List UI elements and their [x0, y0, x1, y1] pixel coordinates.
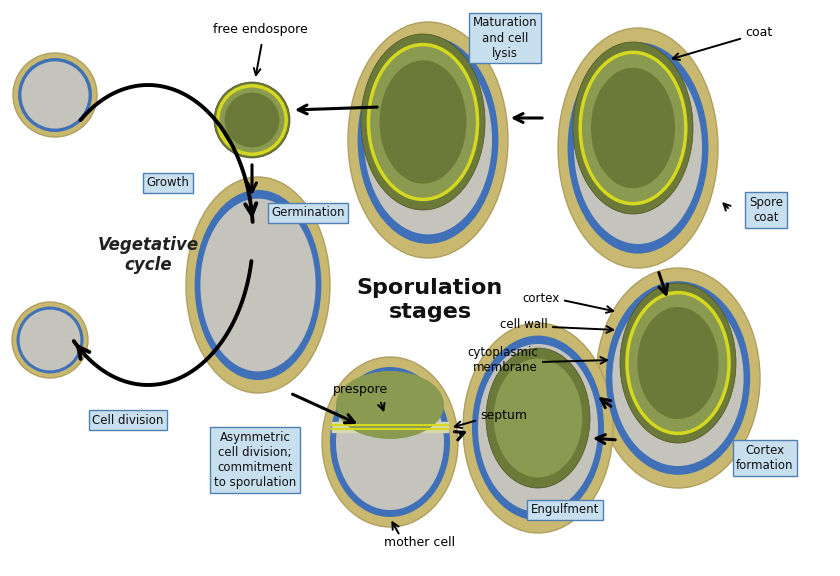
- Ellipse shape: [13, 53, 97, 137]
- Ellipse shape: [218, 86, 286, 154]
- Ellipse shape: [558, 28, 718, 268]
- Ellipse shape: [19, 310, 81, 370]
- Text: Cortex
formation: Cortex formation: [736, 444, 794, 472]
- Text: Spore
coat: Spore coat: [749, 196, 783, 224]
- Text: Cell division: Cell division: [92, 414, 164, 426]
- Ellipse shape: [21, 62, 88, 128]
- Ellipse shape: [486, 348, 590, 488]
- Ellipse shape: [380, 60, 466, 184]
- Ellipse shape: [596, 268, 760, 488]
- Ellipse shape: [463, 323, 613, 533]
- Text: Maturation
and cell
lysis: Maturation and cell lysis: [473, 17, 538, 59]
- Text: Sporulation
stages: Sporulation stages: [357, 278, 503, 321]
- Ellipse shape: [574, 52, 702, 244]
- Ellipse shape: [478, 344, 598, 512]
- Ellipse shape: [17, 306, 83, 373]
- Text: Vegetative
cycle: Vegetative cycle: [97, 236, 198, 274]
- Text: Asymmetric
cell division;
commitment
to sporulation: Asymmetric cell division; commitment to …: [214, 431, 297, 489]
- Ellipse shape: [494, 358, 582, 478]
- Ellipse shape: [201, 199, 316, 372]
- Ellipse shape: [336, 371, 444, 439]
- Text: prespore: prespore: [333, 384, 387, 396]
- Ellipse shape: [214, 82, 290, 158]
- Text: coat: coat: [745, 25, 772, 39]
- Text: free endospore: free endospore: [213, 24, 307, 36]
- Ellipse shape: [568, 43, 708, 253]
- Ellipse shape: [12, 302, 88, 378]
- Ellipse shape: [606, 281, 750, 475]
- Text: cytoplasmic
membrane: cytoplasmic membrane: [467, 346, 538, 374]
- Text: Growth: Growth: [146, 176, 190, 190]
- Ellipse shape: [330, 367, 450, 517]
- Ellipse shape: [580, 52, 685, 204]
- Ellipse shape: [358, 36, 498, 244]
- Ellipse shape: [472, 336, 604, 520]
- Ellipse shape: [195, 190, 322, 380]
- Ellipse shape: [361, 34, 485, 210]
- Ellipse shape: [620, 283, 736, 443]
- Ellipse shape: [348, 22, 508, 258]
- Ellipse shape: [18, 58, 92, 132]
- Text: cell wall: cell wall: [501, 319, 548, 332]
- Ellipse shape: [322, 357, 458, 527]
- Ellipse shape: [336, 374, 444, 510]
- Text: mother cell: mother cell: [385, 536, 455, 550]
- Ellipse shape: [186, 177, 330, 393]
- Ellipse shape: [627, 293, 729, 433]
- Text: septum: septum: [480, 408, 527, 422]
- Ellipse shape: [612, 290, 743, 466]
- Text: cortex: cortex: [522, 291, 560, 305]
- Ellipse shape: [638, 307, 718, 419]
- Text: Germination: Germination: [271, 207, 344, 219]
- Ellipse shape: [364, 46, 492, 234]
- Ellipse shape: [591, 68, 675, 188]
- Ellipse shape: [573, 42, 693, 214]
- Text: Engulfment: Engulfment: [531, 503, 599, 517]
- Ellipse shape: [224, 93, 280, 147]
- Ellipse shape: [369, 44, 478, 199]
